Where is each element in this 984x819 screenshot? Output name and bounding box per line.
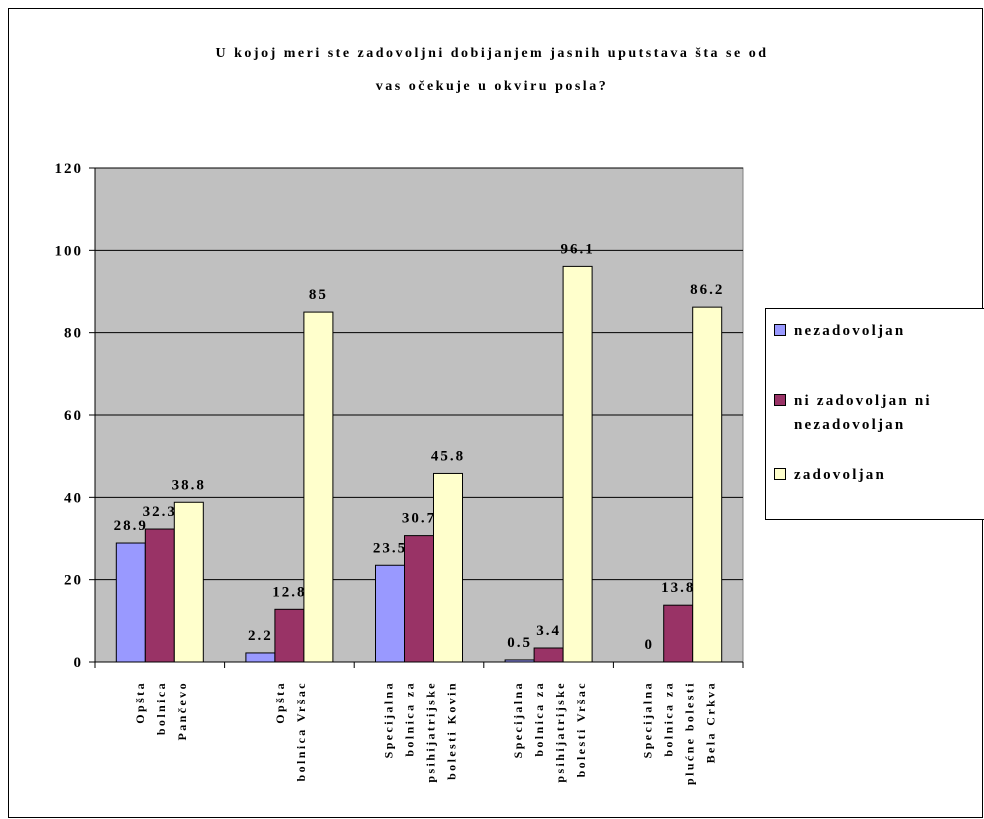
x-tick-label: Bela Crkva bbox=[704, 681, 718, 763]
x-tick-label: bolesti Kovin bbox=[445, 681, 459, 780]
bar bbox=[404, 535, 434, 663]
data-label: 28.9 bbox=[114, 518, 148, 534]
legend-item-zadovoljan: zadovoljan bbox=[774, 463, 984, 487]
bar bbox=[115, 542, 146, 663]
bar bbox=[274, 608, 305, 663]
data-label: 0 bbox=[644, 637, 654, 653]
data-label: 30.7 bbox=[402, 511, 436, 527]
data-label: 13.8 bbox=[661, 580, 695, 596]
data-label: 12.8 bbox=[272, 584, 306, 600]
bar bbox=[692, 306, 723, 663]
bar bbox=[303, 311, 334, 663]
data-label: 32.3 bbox=[143, 504, 177, 520]
x-tick-label: psihijatrijske bbox=[424, 681, 438, 783]
x-tick-label: bolnica za bbox=[662, 681, 676, 757]
legend-label: nezadovoljan bbox=[794, 323, 906, 339]
data-label: 0.5 bbox=[507, 635, 532, 651]
chart-legend: nezadovoljan ni zadovoljan ni nezadovolj… bbox=[765, 308, 984, 520]
x-tick-label: Specijalna bbox=[382, 681, 396, 758]
bar bbox=[562, 265, 593, 663]
legend-label: ni zadovoljan ni nezadovoljan bbox=[794, 393, 932, 433]
y-tick-label: 40 bbox=[64, 490, 83, 506]
x-tick-label: Specijalna bbox=[511, 681, 525, 758]
y-tick-label: 20 bbox=[64, 573, 83, 589]
data-label: 2.2 bbox=[248, 628, 273, 644]
bar bbox=[245, 652, 276, 663]
bar bbox=[663, 604, 694, 663]
y-tick-label: 100 bbox=[55, 243, 84, 259]
x-tick-label: Specijalna bbox=[641, 681, 655, 758]
x-tick-label: bolnica za bbox=[532, 681, 546, 757]
legend-label: zadovoljan bbox=[794, 467, 887, 483]
bar bbox=[433, 472, 463, 663]
x-tick-label: Pančevo bbox=[175, 681, 189, 740]
x-tick-label: bolnica za bbox=[403, 681, 417, 757]
x-tick-label: plućne bolesti bbox=[683, 681, 697, 785]
bar bbox=[173, 501, 204, 663]
data-label: 3.4 bbox=[536, 623, 561, 639]
data-label: 96.1 bbox=[560, 241, 594, 257]
y-tick-label: 120 bbox=[55, 161, 84, 177]
data-label: 23.5 bbox=[373, 540, 407, 556]
legend-swatch-ni-zadovoljan-ni-nezadovoljan bbox=[774, 394, 786, 406]
x-tick-label: Opšta bbox=[133, 681, 147, 724]
chart-title-line-2: vas očekuje u okviru posla? bbox=[375, 79, 609, 94]
x-tick-label: bolnica bbox=[154, 681, 168, 735]
bar bbox=[144, 528, 175, 663]
x-tick-label: bolnica Vršac bbox=[294, 681, 308, 781]
y-tick-label: 60 bbox=[64, 408, 83, 424]
data-label: 86.2 bbox=[690, 282, 724, 298]
data-label: 85 bbox=[309, 287, 328, 303]
bar bbox=[504, 659, 535, 663]
bar bbox=[533, 647, 564, 663]
data-label: 45.8 bbox=[431, 448, 465, 464]
bar bbox=[375, 564, 405, 663]
legend-swatch-zadovoljan bbox=[774, 468, 786, 480]
chart-title-line-1: U kojoj meri ste zadovoljni dobijanjem j… bbox=[215, 46, 769, 61]
y-tick-label: 0 bbox=[74, 655, 84, 671]
data-label: 38.8 bbox=[172, 477, 206, 493]
y-tick-label: 80 bbox=[64, 326, 83, 342]
legend-item-nezadovoljan: nezadovoljan bbox=[774, 319, 984, 343]
legend-swatch-nezadovoljan bbox=[774, 324, 786, 336]
legend-item-ni-zadovoljan-ni-nezadovoljan: ni zadovoljan ni nezadovoljan bbox=[774, 389, 984, 437]
x-tick-label: bolesti Vršac bbox=[574, 681, 588, 777]
x-tick-label: Opšta bbox=[273, 681, 287, 724]
x-tick-label: psihijatrijske bbox=[553, 681, 567, 783]
